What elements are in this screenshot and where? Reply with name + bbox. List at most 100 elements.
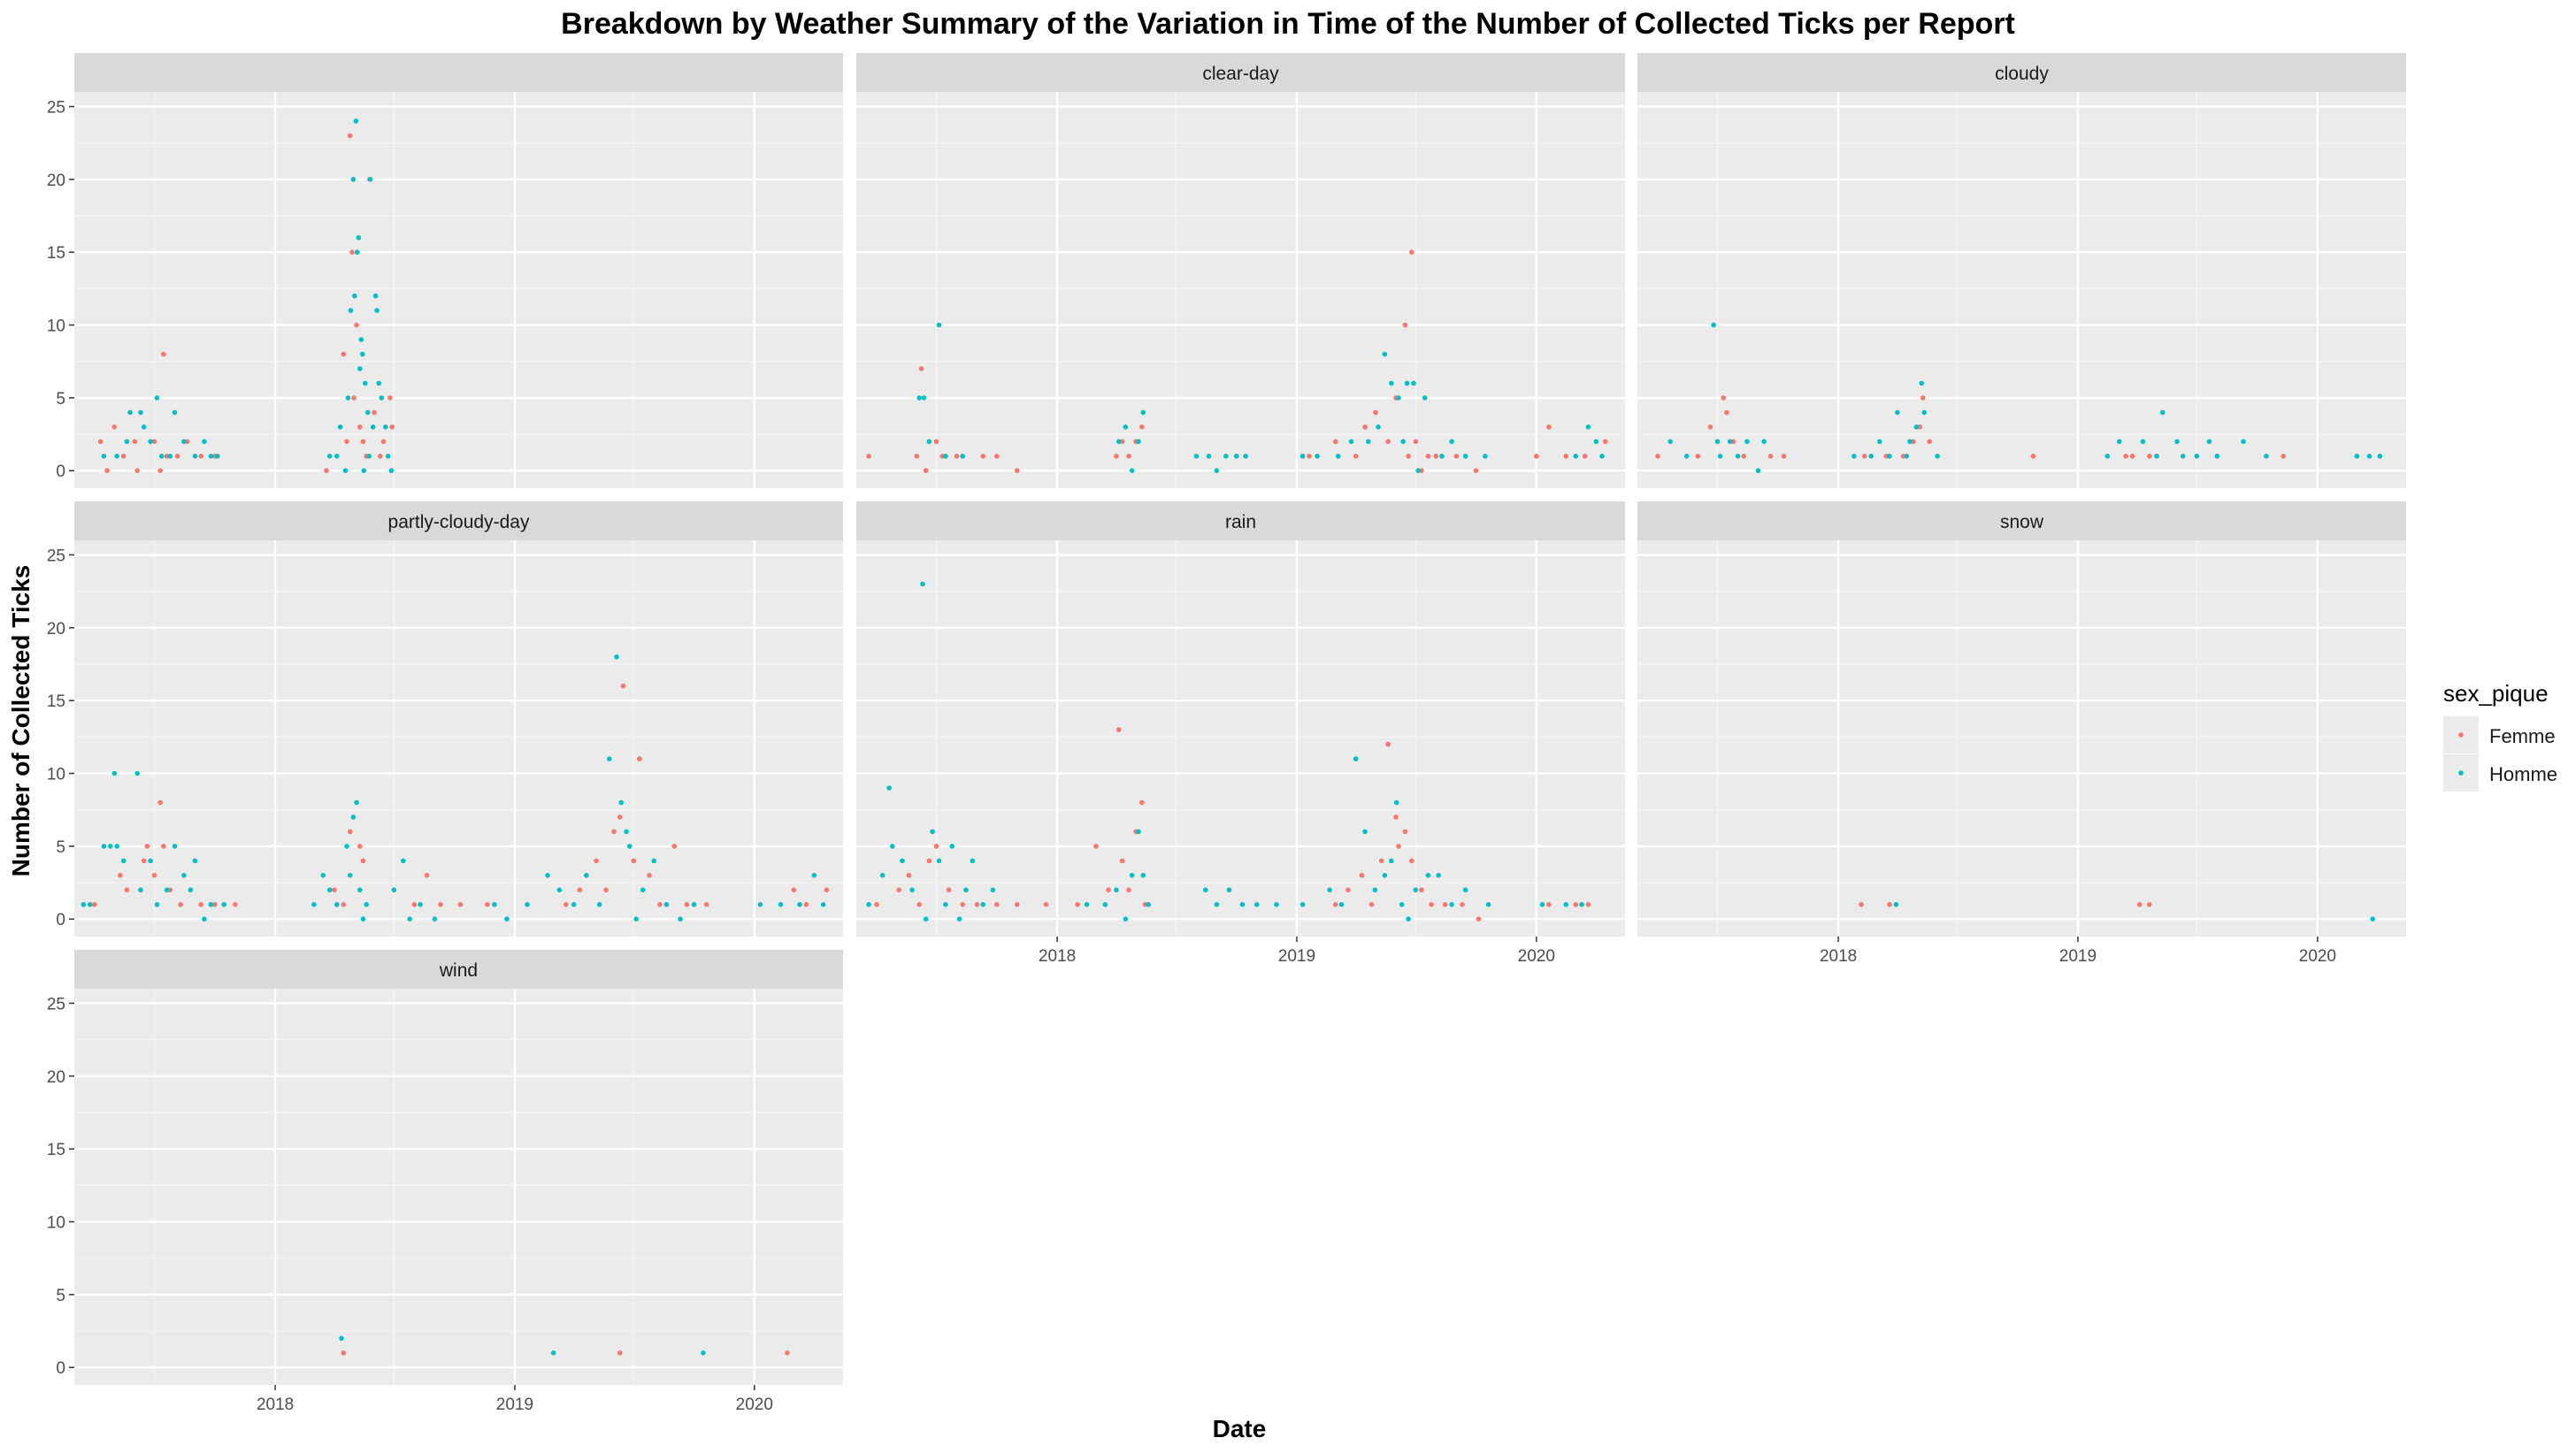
data-point-homme [1449, 902, 1454, 907]
data-point-homme [1711, 322, 1716, 328]
y-tick-label: 15 [47, 692, 65, 711]
data-point-homme [192, 454, 198, 459]
data-point-homme [1668, 439, 1673, 445]
facet-strip-label: rain [1225, 512, 1256, 532]
data-point-femme [360, 858, 366, 864]
data-point-homme [148, 439, 153, 445]
data-point-femme [1429, 902, 1434, 907]
data-point-femme [1332, 902, 1338, 907]
data-point-homme [2140, 439, 2146, 445]
y-tick-label: 20 [47, 1068, 65, 1087]
data-point-homme [432, 916, 438, 922]
data-point-homme [956, 916, 962, 922]
data-point-homme [640, 887, 646, 893]
x-tick-label: 2018 [1039, 947, 1076, 966]
x-tick-label: 2019 [2059, 947, 2097, 966]
data-point-femme [1582, 454, 1588, 459]
x-axis-label: Date [1213, 1415, 1267, 1442]
data-point-femme [360, 439, 366, 445]
data-point-homme [607, 756, 612, 761]
panel-background [856, 540, 1625, 937]
facet-strip [856, 501, 1625, 540]
data-point-femme [157, 799, 163, 806]
data-point-homme [1406, 916, 1411, 922]
data-point-homme [1727, 439, 1733, 445]
legend-key-femme-point [2458, 732, 2464, 738]
y-tick-label: 25 [47, 98, 65, 117]
data-point-femme [1106, 887, 1111, 893]
data-point-homme [391, 887, 397, 893]
data-point-homme [1755, 468, 1761, 473]
data-point-femme [994, 902, 1000, 907]
data-point-femme [2136, 902, 2143, 907]
data-point-femme [785, 1350, 790, 1356]
data-point-homme [1895, 409, 1900, 416]
facet-panel: clear-day [856, 53, 1625, 488]
data-point-homme [757, 902, 763, 907]
data-point-homme [355, 249, 360, 256]
data-point-femme [824, 887, 830, 893]
data-point-femme [1396, 844, 1401, 849]
facet-strip-label: cloudy [1995, 64, 2049, 84]
data-point-homme [1362, 829, 1368, 835]
data-point-homme [920, 581, 925, 587]
data-point-femme [341, 1350, 347, 1356]
data-point-homme [357, 887, 363, 893]
data-point-homme [337, 424, 343, 430]
data-point-femme [611, 829, 617, 835]
data-point-femme [620, 683, 626, 689]
facet-strip [74, 950, 843, 989]
data-point-femme [946, 887, 952, 893]
data-point-femme [198, 902, 203, 907]
data-point-homme [370, 424, 376, 430]
data-point-homme [627, 844, 632, 849]
data-point-homme [1904, 454, 1910, 459]
data-point-homme [221, 902, 226, 907]
data-point-homme [1411, 380, 1416, 386]
data-point-homme [1393, 799, 1399, 806]
data-point-femme [1433, 454, 1439, 459]
legend-title: sex_pique [2443, 680, 2549, 707]
data-point-femme [647, 873, 652, 878]
data-point-homme [1483, 454, 1488, 459]
data-point-homme [1599, 454, 1605, 459]
data-point-homme [1327, 887, 1332, 893]
data-point-femme [372, 409, 377, 416]
data-point-femme [926, 858, 932, 864]
data-point-homme [114, 844, 119, 849]
data-point-homme [418, 902, 423, 907]
data-point-homme [2377, 454, 2383, 459]
data-point-femme [1126, 454, 1131, 459]
data-point-homme [141, 424, 147, 430]
data-point-femme [2281, 454, 2286, 459]
data-point-homme [127, 409, 133, 416]
data-point-homme [1114, 887, 1119, 893]
data-point-homme [1193, 454, 1200, 459]
data-point-homme [2194, 454, 2200, 459]
data-point-femme [1075, 902, 1080, 907]
facet-strip-label: snow [2000, 512, 2044, 532]
data-point-homme [1761, 439, 1767, 445]
data-point-femme [703, 902, 709, 907]
data-point-femme [954, 454, 960, 459]
data-point-homme [138, 409, 143, 416]
data-point-femme [994, 454, 1000, 459]
data-point-homme [691, 902, 697, 907]
data-point-femme [1741, 454, 1746, 459]
data-point-homme [172, 844, 178, 849]
data-point-femme [132, 439, 138, 445]
data-point-homme [320, 873, 326, 878]
data-point-homme [545, 873, 550, 878]
data-point-homme [1382, 873, 1388, 878]
facet-panel: wind 0 5 10 15 20 25 2018 2019 2020 [47, 950, 843, 1414]
data-point-homme [164, 887, 170, 893]
y-tick-label: 0 [56, 1359, 65, 1378]
data-point-femme [438, 902, 443, 907]
data-point-homme [120, 858, 126, 864]
facet-strip-label: wind [439, 960, 478, 981]
facet-strip [1637, 53, 2406, 92]
data-point-femme [1409, 858, 1414, 864]
data-point-femme [387, 395, 393, 401]
data-point-homme [2354, 454, 2360, 459]
data-point-homme [1573, 454, 1579, 459]
